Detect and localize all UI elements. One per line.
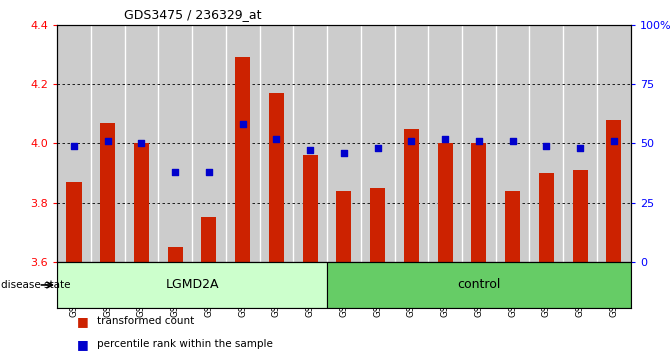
Bar bbox=[225, 25, 260, 262]
Point bbox=[609, 138, 619, 144]
Bar bbox=[57, 262, 327, 308]
Bar bbox=[303, 155, 318, 262]
Point bbox=[474, 138, 484, 144]
Bar bbox=[437, 143, 453, 262]
Bar bbox=[158, 25, 192, 262]
Text: ■: ■ bbox=[77, 338, 89, 350]
Bar bbox=[607, 120, 621, 262]
Point bbox=[203, 169, 214, 175]
Bar bbox=[404, 129, 419, 262]
Point bbox=[372, 145, 383, 151]
Text: control: control bbox=[457, 279, 501, 291]
Bar bbox=[125, 25, 158, 262]
Bar bbox=[100, 122, 115, 262]
Bar bbox=[293, 25, 327, 262]
Point bbox=[238, 121, 248, 127]
Bar bbox=[260, 25, 293, 262]
Text: LGMD2A: LGMD2A bbox=[165, 279, 219, 291]
Point bbox=[305, 148, 315, 153]
Bar bbox=[496, 25, 529, 262]
Bar bbox=[66, 182, 81, 262]
Bar bbox=[370, 188, 385, 262]
Bar bbox=[597, 25, 631, 262]
Bar bbox=[327, 25, 361, 262]
Point bbox=[170, 169, 180, 175]
Bar bbox=[529, 25, 563, 262]
Text: percentile rank within the sample: percentile rank within the sample bbox=[97, 339, 273, 349]
Bar bbox=[572, 170, 588, 262]
Bar bbox=[269, 93, 284, 262]
Bar bbox=[539, 173, 554, 262]
Bar bbox=[327, 262, 631, 308]
Point bbox=[507, 138, 518, 144]
Bar bbox=[192, 25, 225, 262]
Point bbox=[68, 143, 79, 149]
Bar bbox=[336, 191, 352, 262]
Point bbox=[136, 141, 147, 146]
Bar bbox=[563, 25, 597, 262]
Bar bbox=[134, 143, 149, 262]
Bar bbox=[91, 25, 125, 262]
Text: ■: ■ bbox=[77, 315, 89, 327]
Text: GDS3475 / 236329_at: GDS3475 / 236329_at bbox=[124, 8, 262, 21]
Bar bbox=[462, 25, 496, 262]
Bar bbox=[168, 247, 183, 262]
Point bbox=[440, 136, 450, 142]
Point bbox=[406, 138, 417, 144]
Text: transformed count: transformed count bbox=[97, 316, 195, 326]
Point bbox=[102, 138, 113, 144]
Bar bbox=[505, 191, 520, 262]
Bar bbox=[57, 25, 91, 262]
Text: disease state: disease state bbox=[1, 280, 71, 290]
Point bbox=[541, 143, 552, 149]
Bar bbox=[361, 25, 395, 262]
Bar bbox=[471, 143, 486, 262]
Bar bbox=[395, 25, 428, 262]
Point bbox=[339, 150, 350, 156]
Bar bbox=[235, 57, 250, 262]
Bar bbox=[201, 217, 217, 262]
Point bbox=[271, 136, 282, 142]
Point bbox=[575, 145, 586, 151]
Bar bbox=[428, 25, 462, 262]
